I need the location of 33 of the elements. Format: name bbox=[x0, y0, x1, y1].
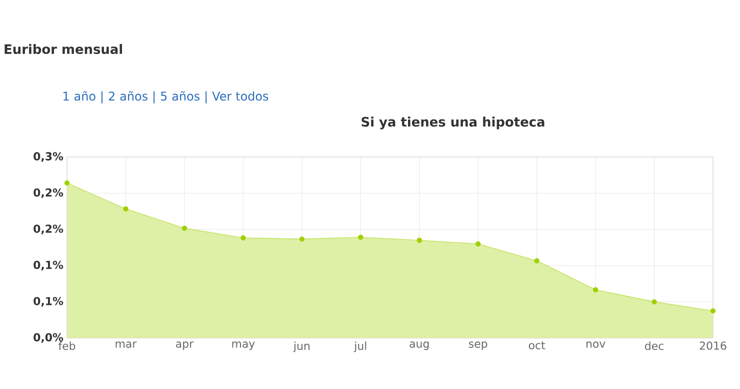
x-tick-label: sep bbox=[468, 342, 488, 350]
y-tick-label: 0,1% bbox=[34, 260, 64, 270]
y-tick-label: 0,3% bbox=[34, 152, 64, 162]
x-tick-label: aug bbox=[410, 342, 429, 350]
point bbox=[476, 241, 481, 246]
point bbox=[240, 235, 246, 240]
y-tick-label: 0,2% bbox=[34, 188, 64, 198]
point bbox=[358, 234, 364, 240]
chart-subtitle: Si ya tienes una hipoteca bbox=[362, 116, 544, 130]
point bbox=[182, 226, 188, 231]
point bbox=[64, 180, 70, 186]
x-tick-label: dec bbox=[645, 342, 664, 350]
x-tick-label: apr bbox=[176, 342, 194, 350]
x-tick-label: 2016 bbox=[700, 342, 726, 350]
x-tick-label: jun bbox=[293, 342, 310, 352]
point bbox=[652, 299, 657, 304]
point bbox=[534, 258, 540, 264]
x-tick-label: may bbox=[232, 342, 255, 350]
point bbox=[592, 287, 598, 292]
x-tick-label: oct bbox=[528, 342, 546, 350]
y-tick-label: 0,2% bbox=[34, 224, 64, 234]
point bbox=[710, 308, 716, 314]
point bbox=[123, 206, 128, 212]
y-tick-label: 0,0% bbox=[34, 333, 64, 343]
x-tick-label: nov bbox=[586, 342, 606, 348]
chart-title: Euribor mensual bbox=[4, 44, 122, 54]
text: 1 año | 2 años | 5 años | Ver todos bbox=[64, 91, 268, 104]
y-tick-label: 0,1% bbox=[34, 296, 64, 307]
point bbox=[416, 238, 422, 243]
x-tick-label: feb bbox=[58, 342, 76, 350]
x-tick-label: jul bbox=[354, 342, 366, 352]
x-tick-label: mar bbox=[116, 342, 137, 348]
point bbox=[299, 236, 305, 242]
